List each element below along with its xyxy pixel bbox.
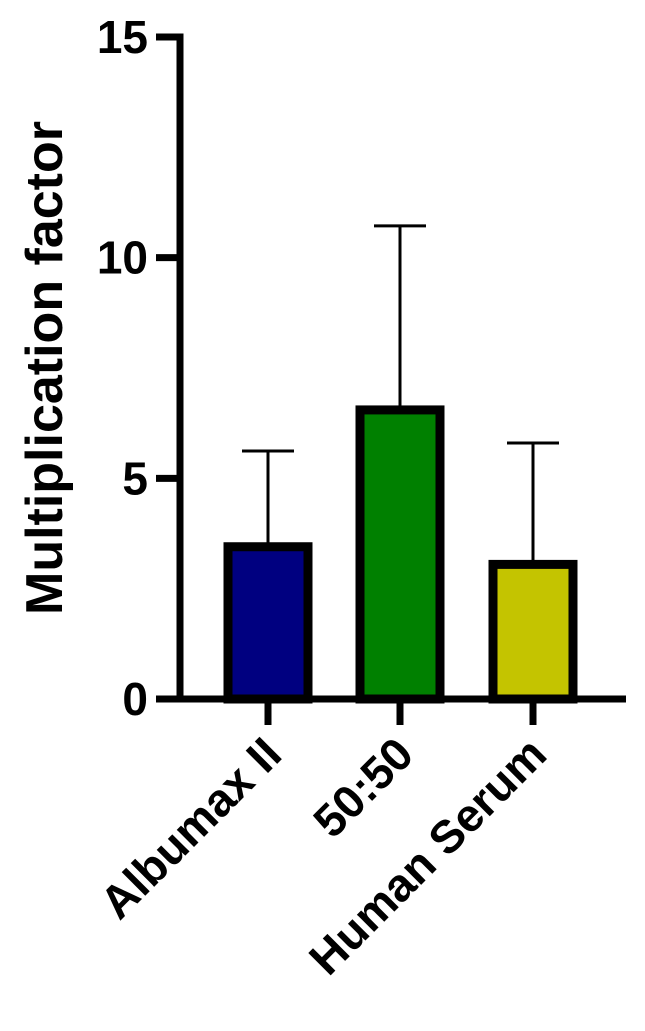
y-tick-label: 10: [97, 232, 148, 284]
bars-layer: [223, 405, 578, 704]
bar: [355, 405, 445, 704]
bar: [488, 559, 578, 704]
y-tick-label: 5: [122, 452, 148, 504]
y-tick-label: 0: [122, 673, 148, 725]
error-bars-layer: [242, 224, 559, 565]
x-tick-label: Human Serum: [299, 727, 556, 984]
x-tick-label: 50:50: [303, 727, 423, 847]
bar: [223, 542, 313, 704]
x-tick-label: Albumax II: [90, 727, 291, 928]
y-tick-label: 15: [97, 11, 148, 63]
y-ticks-layer: 0 5 10 15: [97, 11, 180, 725]
y-axis-title: Multiplication factor: [16, 121, 74, 615]
